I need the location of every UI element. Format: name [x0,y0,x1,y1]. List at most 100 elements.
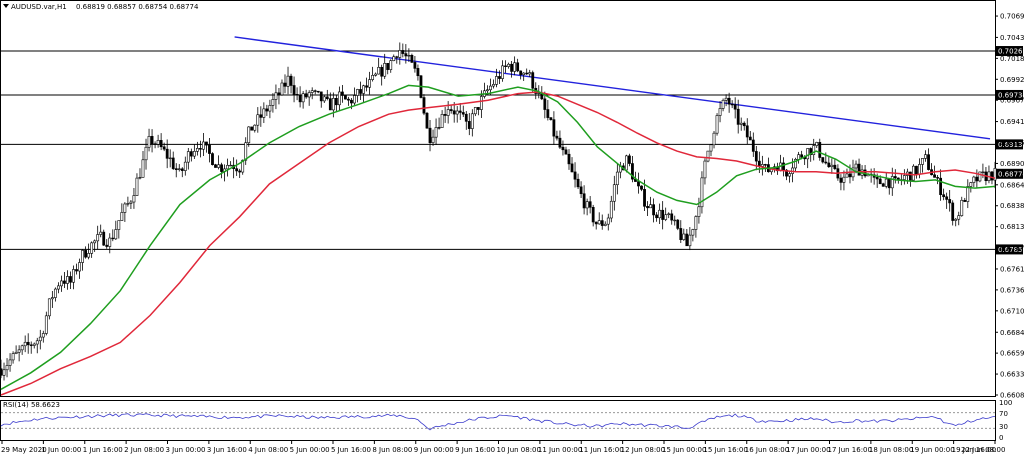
candle-down [0,368,3,376]
current-price-label: 0.68774 [998,170,1024,178]
candle-up [322,96,326,102]
candle-up [712,132,716,146]
candle-down [948,199,952,204]
candle-up [706,150,710,162]
candle-down [763,164,767,166]
level-price-badge [996,244,1023,255]
candles-layer [0,42,997,381]
candle-down [881,183,885,187]
candle-up [721,99,725,109]
candle-up [377,67,381,75]
ohlc-label: 0.68819 0.68857 0.68754 0.68774 [76,3,199,11]
candle-up [492,84,495,87]
candle-up [969,182,973,187]
candle-up [649,204,652,209]
candle-up [760,164,764,167]
candle-up [271,99,275,106]
candle-up [688,234,692,247]
candle-down [736,108,740,125]
candle-up [407,54,411,57]
candle-up [60,280,63,287]
time-tick-label: 11 Jun 16:00 [579,446,623,454]
candle-up [8,359,12,366]
candle-down [652,204,655,216]
candle-up [697,206,701,217]
price-tick-label: 0.69155 [1000,139,1024,147]
candle-down [685,233,689,247]
level-price-label: 0.70269 [998,48,1024,56]
time-tick-label: 29 May 2020 [1,446,47,454]
candle-up [41,333,45,338]
candle-up [960,199,964,216]
candle-up [280,82,284,96]
candle-down [464,113,468,122]
candle-down [449,109,453,112]
horizontal-levels: 0.70269 0.69734 0.69132 0.67853 0.68774 [1,46,1024,255]
candle-down [679,228,683,240]
candle-down [150,136,154,145]
candle-down [733,104,737,110]
candle-up [17,349,21,353]
candle-up [389,60,393,70]
candle-down [165,148,169,159]
time-tick-label: 5 Jun 00:00 [290,446,330,454]
candle-down [628,155,631,164]
candle-up [286,75,290,87]
candle-down [939,177,943,195]
candle-up [356,89,359,96]
candle-up [700,177,704,208]
time-tick-label: 15 Jun 00:00 [662,446,706,454]
candle-down [561,146,565,151]
candle-down [395,56,399,58]
dropdown-triangle-icon[interactable] [3,4,9,8]
main-plot-frame [0,0,996,397]
candle-up [673,219,677,222]
candle-up [368,79,371,88]
candle-down [199,148,202,150]
price-tick-label: 0.66080 [1000,392,1024,400]
candle-up [126,203,130,205]
candle-down [782,162,785,171]
candle-down [640,185,643,190]
chart-header: AUDUSD.var,H1 0.68819 0.68857 0.68754 0.… [3,3,199,11]
candle-down [975,176,979,182]
candle-down [153,143,157,145]
candle-down [676,219,680,229]
candle-down [437,127,441,129]
resistance-trendline [234,36,991,140]
candle-down [26,341,30,346]
candle-up [715,115,719,134]
candle-up [226,164,229,170]
candle-up [144,146,148,161]
candle-down [990,171,994,181]
candle-up [32,343,36,346]
candle-up [522,72,526,75]
candle-down [458,110,462,113]
candle-down [951,202,955,221]
time-tick-label: 15 Jun 16:00 [703,446,747,454]
candle-down [516,62,520,72]
candle-down [525,72,529,75]
candle-up [268,105,272,112]
trendline-layer[interactable] [234,36,991,140]
candle-up [96,234,100,242]
candle-down [105,244,109,247]
candle-up [5,365,9,371]
candle-up [229,164,233,167]
candle-down [637,181,640,187]
candle-down [416,68,420,77]
candle-up [694,216,698,230]
candle-down [428,127,432,144]
candle-up [117,220,121,230]
candle-up [247,126,251,144]
candle-down [754,151,758,162]
candle-up [585,201,589,209]
candle-up [141,159,145,178]
candle-up [972,176,976,183]
candle-up [331,97,335,111]
candle-down [283,82,287,87]
candle-up [20,345,24,351]
